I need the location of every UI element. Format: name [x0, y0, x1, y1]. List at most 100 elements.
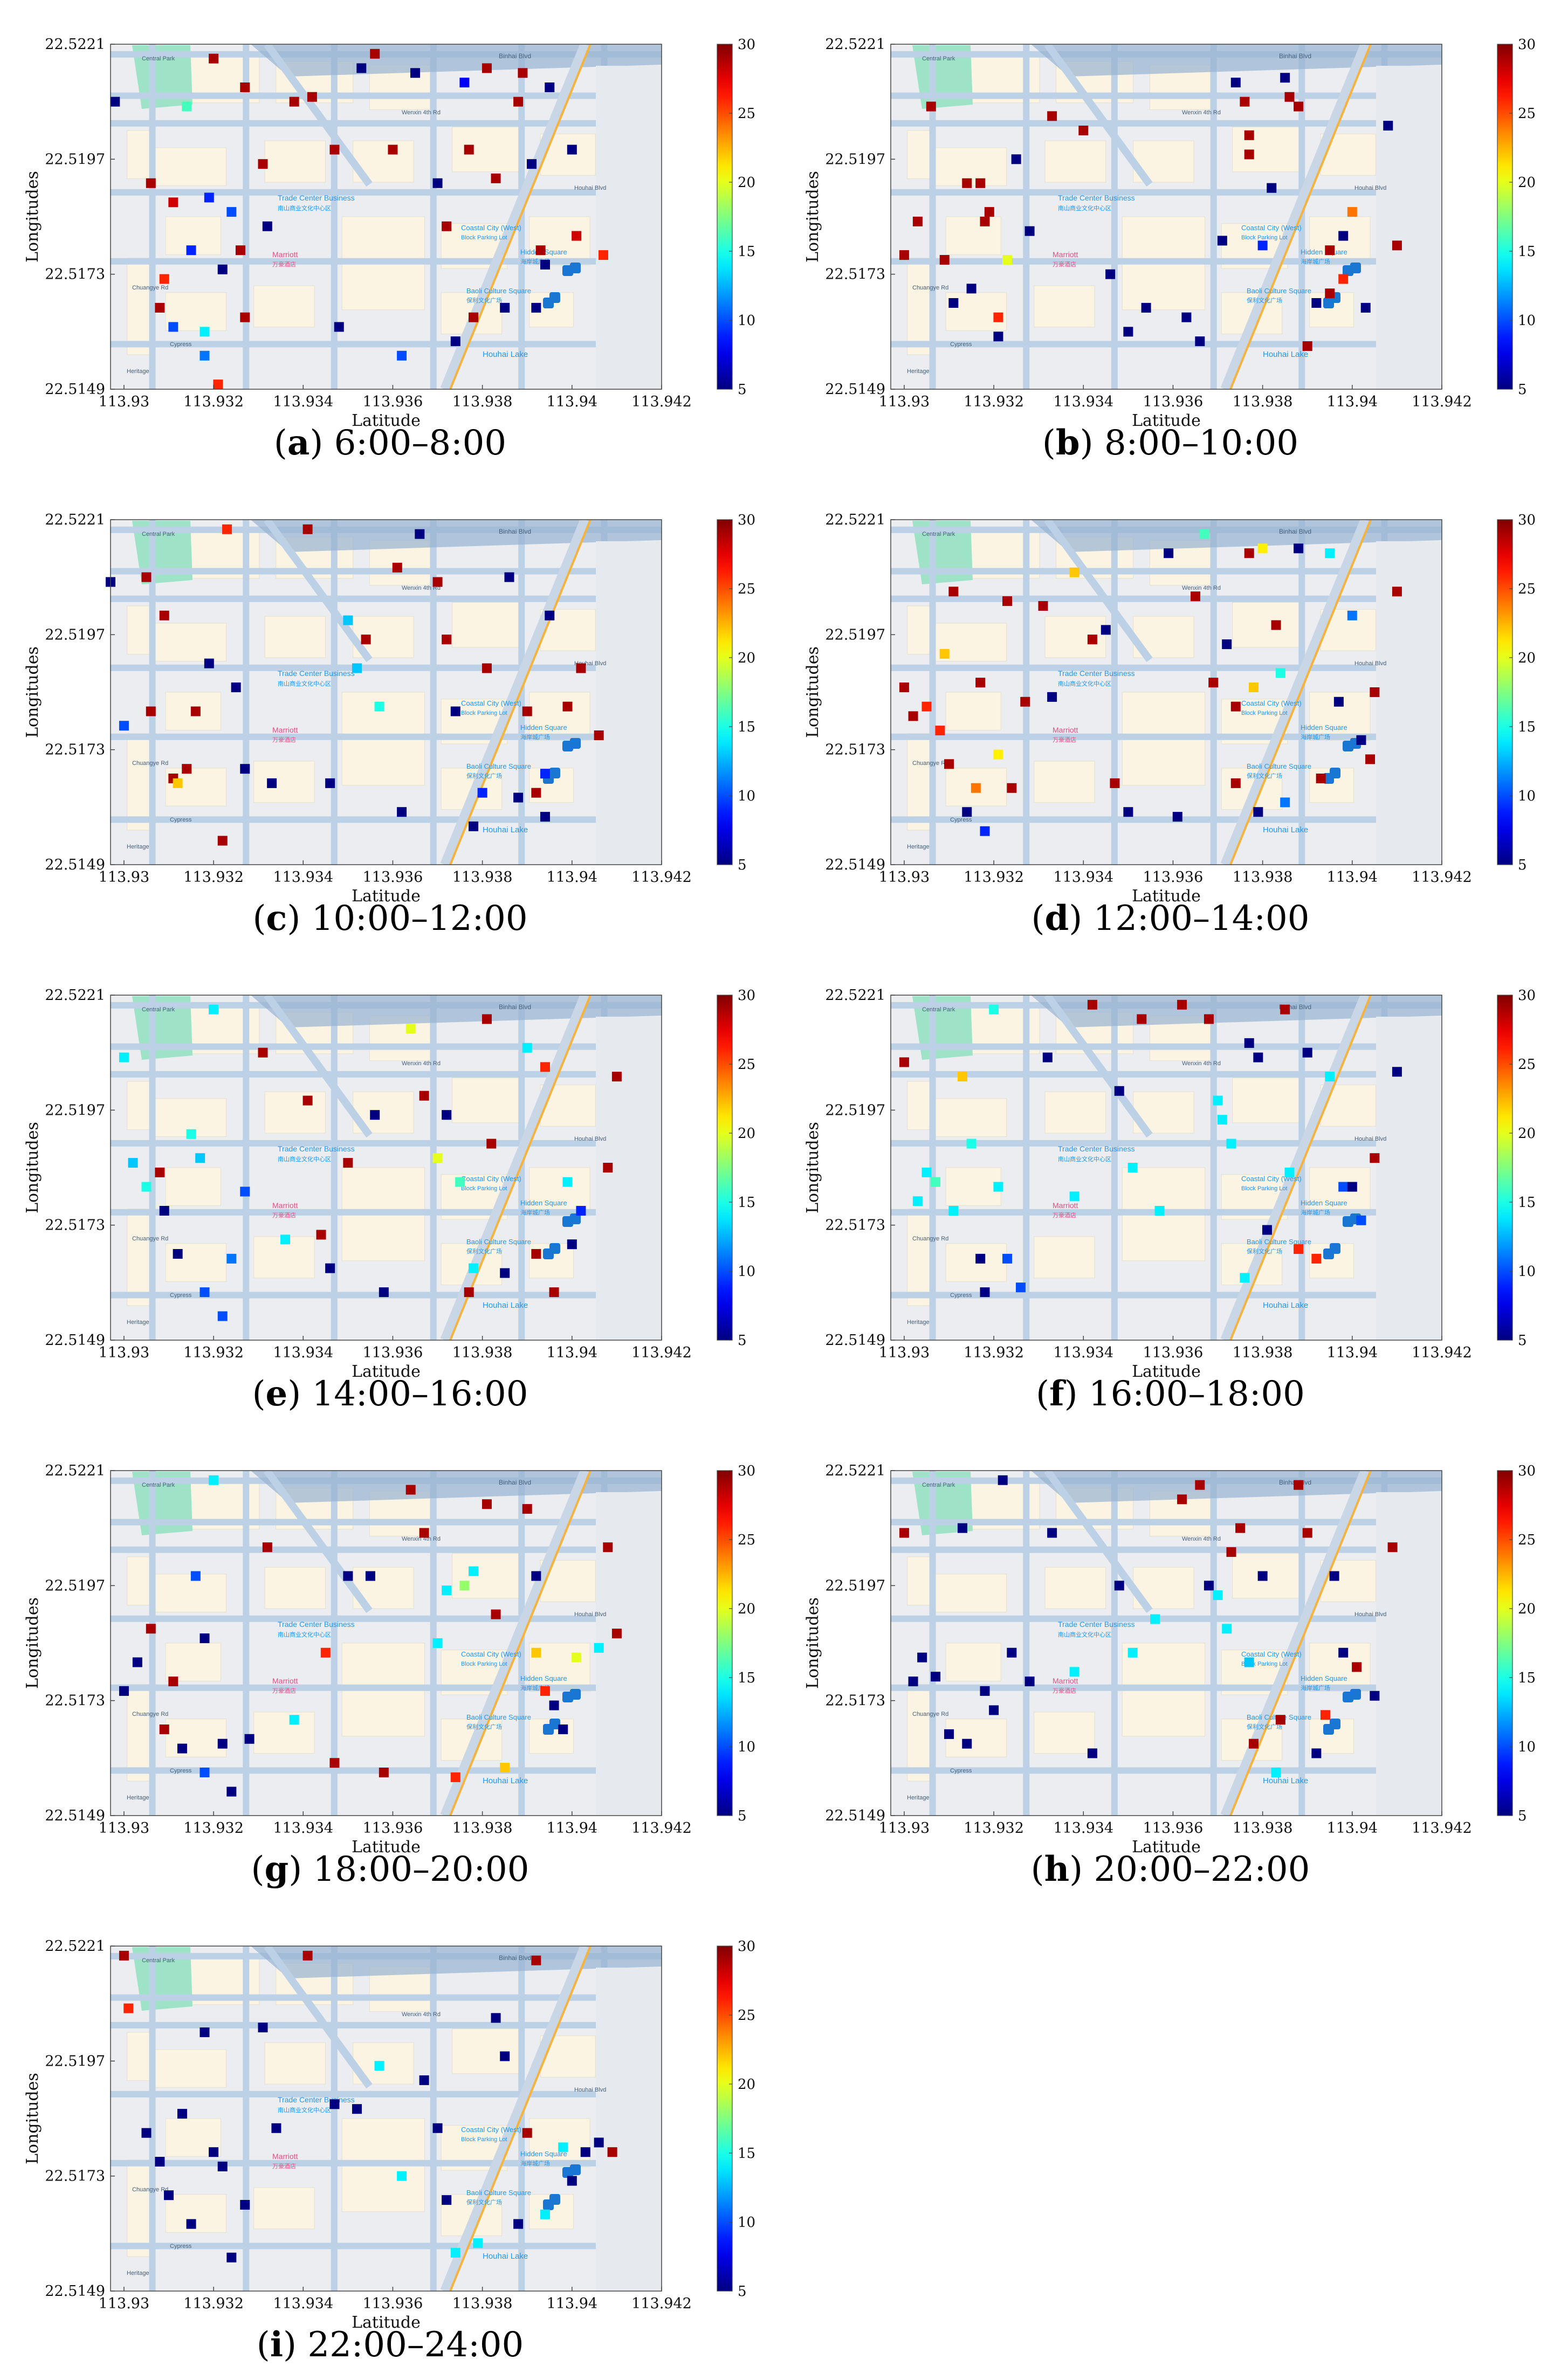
data-marker [522, 2128, 532, 2138]
map-label-heritage: Heritage [127, 2270, 149, 2276]
data-marker [1347, 1182, 1357, 1192]
data-marker [1195, 336, 1205, 347]
y-tick-label: 22.5149 [825, 1332, 885, 1349]
map-road [1210, 1471, 1217, 1816]
data-marker [1199, 529, 1209, 539]
map-road [1298, 520, 1305, 865]
y-tick-label: 22.5149 [825, 857, 885, 873]
data-marker [1217, 1115, 1227, 1125]
data-marker [1338, 231, 1349, 241]
data-marker [531, 788, 541, 798]
data-marker [1235, 1523, 1246, 1533]
data-marker [1038, 601, 1048, 611]
y-tick-label: 22.5173 [825, 742, 885, 758]
data-marker [217, 264, 228, 274]
data-marker [352, 663, 362, 673]
plot-frame [890, 1470, 1442, 1816]
data-marker [1101, 625, 1111, 635]
map-expressway [440, 520, 590, 865]
map-road [430, 995, 437, 1340]
data-marker [1249, 682, 1259, 693]
panel-caption: (i) 22:00–24:00 [256, 2324, 524, 2365]
map-metro-line [1229, 995, 1372, 1340]
colorbar-tick-label: 10 [1518, 313, 1536, 329]
x-tick-label: 113.932 [183, 1344, 244, 1361]
map-label-wenxin: Wenxin 4th Rd [1182, 109, 1221, 116]
x-tick-label: 113.93 [99, 2295, 149, 2312]
map-label-coastal-sub: Block Parking Lot [461, 234, 507, 241]
data-marker [141, 1182, 152, 1192]
metro-icon [1323, 298, 1334, 308]
data-marker [1011, 154, 1021, 164]
data-marker [209, 1004, 219, 1015]
colorbar-tick-label: 15 [738, 244, 755, 260]
data-marker [1280, 1004, 1290, 1015]
map-road [1023, 44, 1030, 389]
colorbar-tick-label: 30 [738, 1463, 755, 1479]
data-marker [603, 1163, 613, 1172]
map-road [264, 44, 373, 187]
x-tick-label: 113.934 [273, 1820, 333, 1837]
data-marker [1329, 1571, 1339, 1581]
map-area [596, 66, 662, 389]
map-label-marriott-cn: 万豪酒店 [1053, 260, 1076, 268]
data-marker [240, 312, 250, 322]
data-marker [159, 1724, 169, 1734]
map-label-chuangye-rd: Chuangye Rd [912, 760, 948, 767]
x-tick-label: 113.936 [363, 394, 423, 410]
map-label-coastal-city: Coastal City (West) [461, 699, 521, 707]
data-marker [966, 284, 977, 294]
data-marker [1127, 1647, 1138, 1658]
data-marker [576, 663, 586, 673]
data-marker [482, 1014, 492, 1024]
caption-letter: d [1044, 898, 1069, 939]
metro-icon [570, 738, 581, 749]
data-marker [302, 1950, 313, 1961]
data-marker [432, 178, 443, 188]
map-label-heritage: Heritage [127, 1795, 149, 1801]
map-block [165, 1167, 221, 1206]
data-marker [379, 1287, 389, 1298]
map-label-hidden-square-cn: 海岸城广场 [1301, 1209, 1330, 1216]
data-marker [1325, 548, 1335, 558]
data-marker [1284, 92, 1295, 102]
map-label-marriott: Marriott [1053, 250, 1078, 259]
data-marker [962, 1739, 972, 1749]
data-marker [1338, 274, 1349, 284]
data-marker [576, 1206, 586, 1216]
data-marker [980, 826, 990, 836]
map-road [1023, 520, 1030, 865]
panel-caption: (d) 12:00–14:00 [1031, 898, 1310, 939]
data-marker [397, 2171, 407, 2181]
map-road [111, 1071, 662, 1078]
data-marker [1257, 1571, 1268, 1581]
data-marker [173, 1249, 183, 1259]
plot-frame [890, 44, 1442, 390]
data-marker [1302, 341, 1312, 351]
map-label-marriott-cn: 万豪酒店 [1053, 1687, 1076, 1694]
colorbar-tick-label: 5 [1518, 1333, 1527, 1349]
data-marker [329, 2099, 340, 2109]
data-marker [200, 1633, 210, 1644]
map-metro-line [449, 520, 592, 865]
data-marker [1262, 1225, 1272, 1235]
colorbar-tick-label: 30 [738, 988, 755, 1004]
y-axis-label: Longitudes [23, 646, 42, 738]
colorbar-tick-label: 5 [738, 382, 747, 398]
data-marker [343, 1571, 353, 1581]
data-marker [1253, 1052, 1263, 1063]
map-road [243, 1946, 250, 2291]
data-marker [280, 1234, 291, 1245]
map-label-bao-culture-cn: 保利文化广场 [466, 296, 502, 304]
map-block [1232, 1078, 1305, 1123]
map-road [111, 2022, 662, 2029]
colorbar [717, 1470, 733, 1816]
data-marker [155, 302, 165, 313]
data-marker [939, 649, 950, 659]
colorbar-tick-label: 15 [1518, 1670, 1536, 1686]
map-label-marriott: Marriott [1053, 726, 1078, 734]
x-tick-label: 113.936 [1143, 394, 1204, 410]
data-marker [500, 2051, 510, 2061]
data-marker [159, 274, 169, 284]
